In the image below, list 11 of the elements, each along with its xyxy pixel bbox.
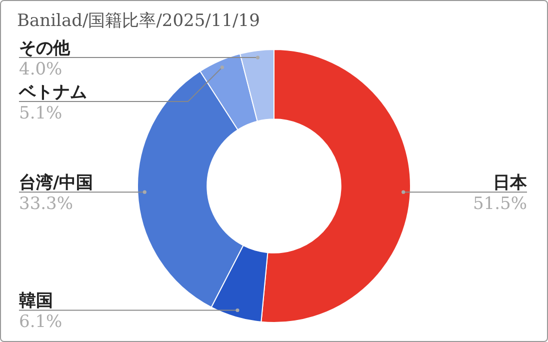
data-label: 6.1% xyxy=(19,312,62,332)
data-label: 4.0% xyxy=(19,60,62,80)
slice-label: ベトナム xyxy=(18,82,87,103)
slice-label: 韓国 xyxy=(19,291,53,312)
slice-label: 台湾/中国 xyxy=(19,173,94,194)
chart-title: Banilad/国籍比率/2025/11/19 xyxy=(17,10,260,32)
slice-label: 日本 xyxy=(493,173,528,194)
slice-label: その他 xyxy=(19,38,71,59)
data-label: 5.1% xyxy=(19,104,62,124)
data-label: 33.3% xyxy=(19,194,74,214)
data-label: 51.5% xyxy=(472,194,527,214)
